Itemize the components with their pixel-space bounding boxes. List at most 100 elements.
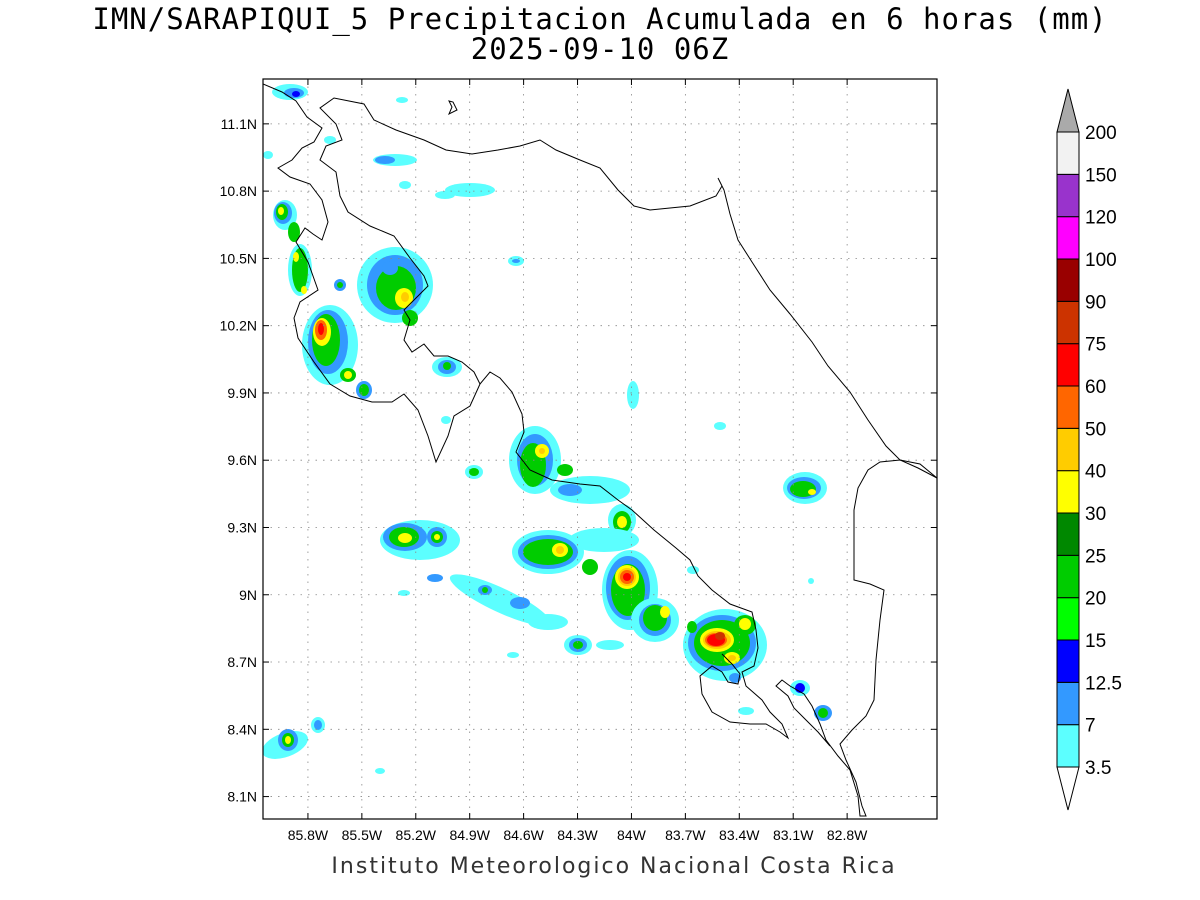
rain-cell [528,614,568,630]
rain-cell [469,468,479,476]
island [448,100,458,116]
lon-tick-label: 84.9W [449,827,490,843]
rain-cell [660,606,670,618]
rain-cell [337,282,343,288]
colorbar-label: 7 [1085,716,1096,737]
colorbar-label: 12.5 [1085,673,1122,694]
lat-tick-label: 8.4N [227,721,257,737]
rain-cell [443,362,451,370]
colorbar-label: 3.5 [1085,758,1111,779]
rain-cell [623,573,631,581]
colorbar-segment [1056,258,1080,302]
rain-cell [288,222,300,242]
colorbar-label: 15 [1085,631,1106,652]
rain-cell [445,183,495,197]
colorbar-segment [1056,639,1080,683]
rain-cell [539,448,545,454]
rain-cell [293,252,299,262]
colorbar-label: 150 [1085,165,1117,186]
rain-cell [557,464,573,476]
latitude-axis: 11.1N 10.8N 10.5N 10.2N 9.9N 9.6N 9.3N 9N 8.7N 8.… [220,116,937,805]
colorbar-lower-triangle [1056,766,1080,811]
rain-cell [715,632,725,640]
rain-cell [728,655,736,661]
colorbar-segment [1056,173,1080,218]
colorbar: 3.5 7 12.5 15 20 25 30 40 50 60 75 90 100 120 150 200 [1056,88,1122,811]
colorbar-label: 20 [1085,589,1106,610]
lon-tick-label: 83.1W [773,827,814,843]
colorbar-segment [1056,681,1080,726]
colorbar-segment [1056,724,1080,768]
rain-cell [263,151,273,159]
lat-tick-label: 9N [239,587,257,603]
lon-tick-label: 84W [617,827,647,843]
colorbar-segment [1056,512,1080,556]
colorbar-segment [1056,343,1080,387]
map-frame-bg [263,79,937,819]
lat-tick-label: 8.1N [227,789,257,805]
lon-tick-label: 84.6W [503,827,544,843]
colorbar-segment [1056,470,1080,514]
lat-tick-label: 10.8N [220,183,257,199]
colorbar-label: 75 [1085,335,1106,356]
lat-tick-label: 9.9N [227,385,257,401]
rain-cell [396,97,408,103]
rain-cell [573,641,583,649]
rain-cell [375,156,395,164]
rain-cell [729,673,741,683]
rain-cell [808,489,816,495]
lon-tick-label: 85.5W [342,827,383,843]
rain-cell [401,292,409,302]
rain-cell [687,566,699,574]
rain-cell [382,261,398,275]
rain-cell [687,621,697,633]
rain-cell [507,652,519,658]
rain-cell [398,590,410,596]
lat-tick-label: 8.7N [227,654,257,670]
rain-cell [596,640,624,650]
coastline-panama [775,459,937,817]
colorbar-label: 40 [1085,462,1106,483]
colorbar-segment [1056,427,1080,472]
lat-tick-label: 10.5N [220,250,257,266]
coastline-north [263,83,723,464]
rain-cell [292,91,300,97]
lat-tick-label: 10.2N [220,318,257,334]
lat-tick-label: 11.1N [221,116,257,132]
colorbar-label: 50 [1085,419,1106,440]
rain-cell [285,736,291,744]
rain-cell [482,587,488,593]
lon-tick-label: 82.8W [827,827,868,843]
longitude-axis: 85.8W 85.5W 85.2W 84.9W 84.6W 84.3W 84W 83.7W 83… [288,79,868,843]
lon-tick-label: 84.3W [557,827,598,843]
colorbar-segment [1056,216,1080,260]
rain-cell [510,597,530,609]
rain-cell [399,181,411,189]
colorbar-label: 25 [1085,546,1106,567]
colorbar-upper-triangle [1056,88,1080,133]
coastline-caribbean [717,177,937,479]
footer-credit: Instituto Meteorologico Nacional Costa R… [331,854,897,879]
rain-cell [318,323,324,335]
rain-cell [569,528,639,552]
colorbar-label: 100 [1085,250,1117,271]
rain-cell [582,559,598,575]
rain-cell [738,707,754,715]
rain-cell [558,484,582,496]
rain-cell [441,416,451,424]
rain-cell [449,574,551,626]
lat-tick-label: 9.6N [227,452,257,468]
rain-cell [301,286,307,294]
rain-cell [818,708,828,718]
rain-cell [427,574,443,582]
lon-tick-label: 83.4W [719,827,760,843]
rain-cell [375,768,385,774]
map-frame [262,78,938,820]
rain-cell [314,720,322,730]
rain-cell [627,381,639,409]
lon-tick-label: 85.2W [396,827,437,843]
colorbar-label: 200 [1085,123,1117,144]
colorbar-segment [1056,300,1080,345]
rain-cell [278,207,284,215]
colorbar-segment [1056,597,1080,641]
